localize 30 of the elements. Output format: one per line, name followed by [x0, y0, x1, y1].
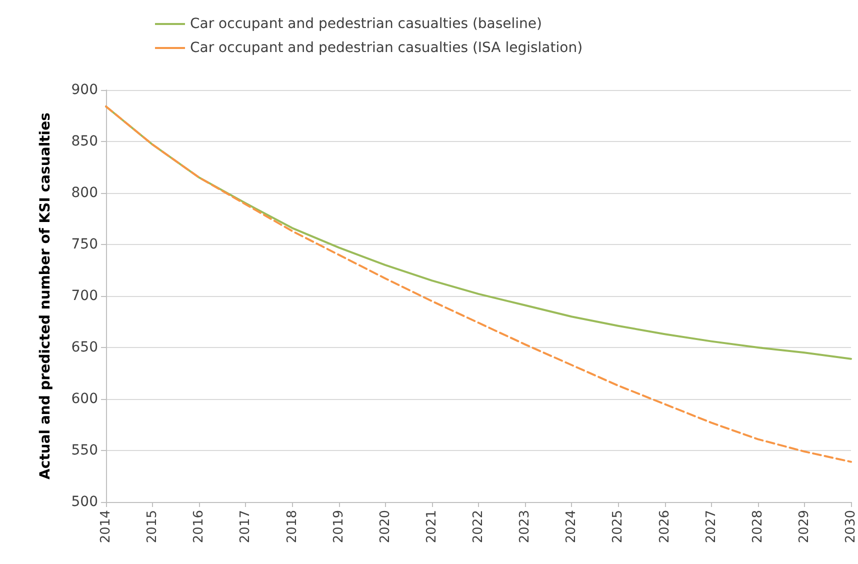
x-tick-label: 2028: [750, 510, 766, 544]
y-tick-label: 900: [71, 82, 98, 98]
legend-label: Car occupant and pedestrian casualties (ISA legislation): [190, 40, 583, 56]
legend-label: Car occupant and pedestrian casualties (baseline): [190, 16, 542, 32]
y-tick-label: 650: [71, 340, 98, 356]
y-tick-label: 850: [71, 134, 98, 150]
x-tick-label: 2022: [471, 510, 486, 544]
x-tick-label: 2025: [610, 510, 626, 544]
x-tick-label: 2027: [704, 510, 719, 544]
x-tick-label: 2021: [424, 510, 440, 544]
x-tick-label: 2030: [844, 510, 858, 544]
x-tick-label: 2029: [796, 510, 812, 544]
x-tick-label: 2016: [192, 510, 207, 544]
y-tick-label: 800: [71, 185, 98, 201]
y-tick-label: 550: [71, 442, 98, 458]
x-tick-label: 2019: [331, 510, 346, 544]
x-tick-label: 2015: [145, 510, 160, 544]
x-tick-label: 2017: [238, 510, 254, 544]
y-tick-label: 750: [71, 236, 98, 252]
line-series: [105, 105, 852, 463]
x-tick-label: 2023: [518, 510, 533, 544]
x-tick-label: 2018: [284, 510, 300, 544]
y-tick-label: 600: [71, 391, 98, 407]
y-tick-label: 700: [71, 288, 98, 304]
y-tick-label: 500: [71, 494, 98, 510]
y-axis-title: Actual and predicted number of KSI casualties: [38, 112, 54, 480]
x-tick-label: 2024: [564, 510, 580, 544]
x-tick-label: 2014: [98, 510, 114, 544]
x-tick-label: 2026: [657, 510, 672, 544]
x-tick-label: 2020: [378, 510, 393, 544]
